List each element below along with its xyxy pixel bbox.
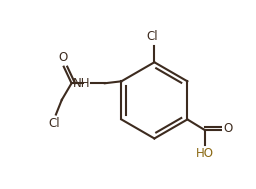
- Text: O: O: [223, 122, 232, 135]
- Text: HO: HO: [196, 147, 214, 160]
- Text: Cl: Cl: [147, 30, 158, 43]
- Text: Cl: Cl: [48, 117, 60, 130]
- Text: NH: NH: [73, 77, 90, 90]
- Text: O: O: [58, 51, 67, 64]
